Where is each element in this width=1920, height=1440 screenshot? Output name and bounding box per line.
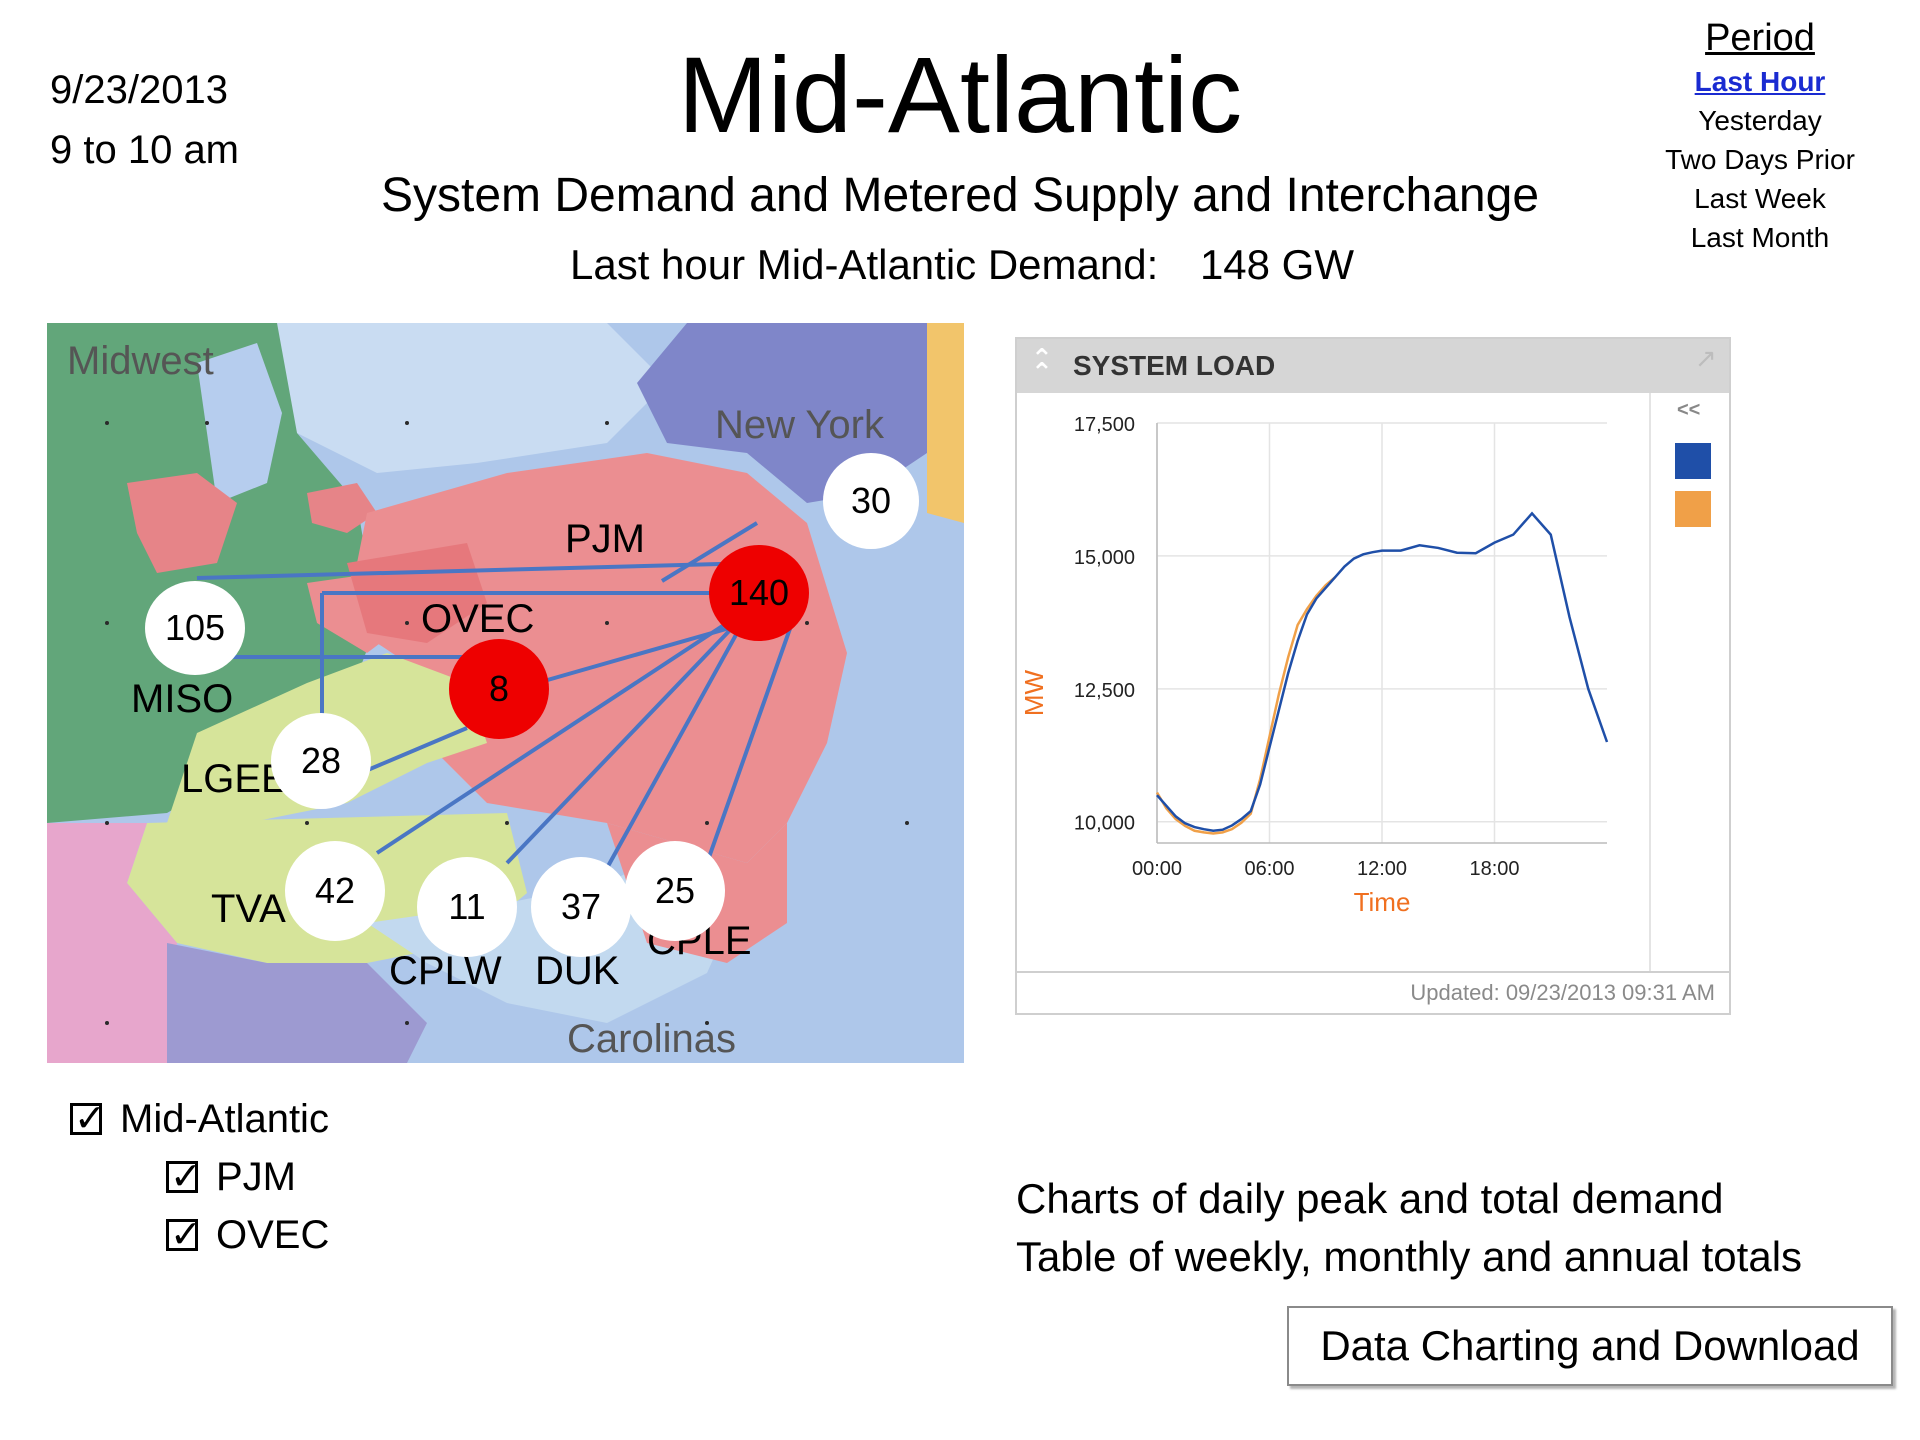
map-label-miso: MISO	[131, 677, 234, 721]
x-tick-label: 12:00	[1357, 858, 1407, 880]
filter-ovec[interactable]: OVEC	[166, 1206, 329, 1264]
y-tick-label: 10,000	[1074, 813, 1135, 835]
time-range-text: 9 to 10 am	[50, 128, 240, 172]
node-miso[interactable]: 105	[145, 581, 245, 675]
legend-collapse-button[interactable]: <<	[1677, 399, 1701, 421]
filter-label-ovec: OVEC	[216, 1212, 330, 1257]
map-label-new-york: New York	[715, 403, 884, 447]
period-heading: Period	[1705, 17, 1815, 59]
map-label-midwest: Midwest	[67, 339, 214, 383]
page-subtitle: System Demand and Metered Supply and Int…	[380, 169, 1540, 222]
system-load-body: 17,500 15,000 12,500 10,000 00:00 06:00 12:00 1…	[1017, 393, 1729, 1013]
system-load-title: SYSTEM LOAD	[1073, 350, 1276, 381]
expand-arrow-icon[interactable]: ↗	[1695, 343, 1717, 373]
checkbox-mid-atlantic[interactable]	[70, 1096, 106, 1141]
filter-pjm[interactable]: PJM	[166, 1148, 329, 1206]
map-label-tva: TVA	[211, 887, 286, 931]
x-tick-label: 00:00	[1132, 858, 1182, 880]
system-load-header: ⌃ ⌃ SYSTEM LOAD ↗	[1017, 339, 1729, 393]
legend-swatch-blue[interactable]	[1675, 443, 1711, 479]
filter-mid-atlantic[interactable]: Mid-Atlantic	[70, 1090, 329, 1148]
y-tick-label: 17,500	[1074, 414, 1135, 436]
demand-value: 148 GW	[1199, 241, 1354, 288]
data-charting-download-button[interactable]: Data Charting and Download	[1287, 1306, 1893, 1386]
legend-swatch-orange[interactable]	[1675, 491, 1711, 527]
filter-label-mid-atlantic: Mid-Atlantic	[120, 1096, 329, 1141]
charts-description: Charts of daily peak and total demand	[1016, 1175, 1724, 1222]
y-tick-label: 12,500	[1074, 680, 1135, 702]
period-selector: Period Last Hour Yesterday Two Days Prio…	[1640, 14, 1880, 257]
period-option-yesterday[interactable]: Yesterday	[1698, 105, 1822, 136]
demand-summary: Last hour Mid-Atlantic Demand: 148 GW	[0, 237, 1920, 293]
map-label-carolinas: Carolinas	[567, 1017, 736, 1061]
system-load-chart: 17,500 15,000 12,500 10,000 00:00 06:00 12:00 1…	[1019, 414, 1609, 917]
period-option-last-hour[interactable]: Last Hour	[1694, 66, 1826, 97]
node-lgee[interactable]: 28	[271, 713, 371, 809]
node-ny[interactable]: 30	[823, 453, 919, 549]
date-block: 9/23/2013 9 to 10 am	[50, 60, 239, 180]
system-load-widget: ⌃ ⌃ SYSTEM LOAD ↗ 17,500 15,000 12,500 10,00…	[1015, 337, 1731, 1015]
map-label-lgee: LGEE	[181, 757, 288, 801]
node-cplw[interactable]: 11	[417, 857, 517, 957]
checkbox-ovec[interactable]	[166, 1212, 202, 1257]
node-tva[interactable]: 42	[285, 841, 385, 941]
node-duk[interactable]: 37	[531, 857, 631, 957]
x-axis-label: Time	[1354, 887, 1411, 917]
interchange-map: Midwest New York Carolinas PJM OVEC MISO…	[47, 323, 964, 1063]
legend-divider	[1649, 393, 1651, 971]
y-tick-label: 15,000	[1074, 547, 1135, 569]
data-links-text: Charts of daily peak and total demand Ta…	[1016, 1170, 1802, 1286]
series-line-orange	[1155, 576, 1336, 835]
map-label-cplw: CPLW	[389, 949, 502, 993]
updated-timestamp: Updated: 09/23/2013 09:31 AM	[1017, 971, 1729, 1013]
date-text: 9/23/2013	[50, 68, 228, 112]
node-pjm[interactable]: 140	[709, 545, 809, 641]
x-tick-label: 06:00	[1244, 858, 1294, 880]
node-ovec[interactable]: 8	[449, 639, 549, 739]
demand-label: Last hour Mid-Atlantic Demand:	[569, 241, 1159, 288]
collapse-chevrons-icon[interactable]: ⌃ ⌃	[1031, 343, 1053, 387]
series-line-blue	[1156, 511, 1609, 833]
table-description: Table of weekly, monthly and annual tota…	[1016, 1233, 1803, 1280]
map-label-pjm: PJM	[565, 517, 645, 561]
filter-label-pjm: PJM	[216, 1154, 296, 1199]
map-regions	[47, 323, 964, 1063]
node-cple[interactable]: 25	[625, 841, 725, 941]
period-option-two-days-prior[interactable]: Two Days Prior	[1665, 144, 1855, 175]
y-axis-label: MW	[1019, 669, 1049, 716]
page-title: Mid-Atlantic	[677, 34, 1243, 155]
checkbox-pjm[interactable]	[166, 1154, 202, 1199]
period-option-last-month[interactable]: Last Month	[1690, 222, 1830, 253]
x-tick-label: 18:00	[1469, 858, 1519, 880]
period-option-last-week[interactable]: Last Week	[1694, 183, 1826, 214]
map-label-ovec: OVEC	[421, 597, 535, 641]
region-filters: Mid-Atlantic PJM OVEC	[70, 1090, 329, 1264]
